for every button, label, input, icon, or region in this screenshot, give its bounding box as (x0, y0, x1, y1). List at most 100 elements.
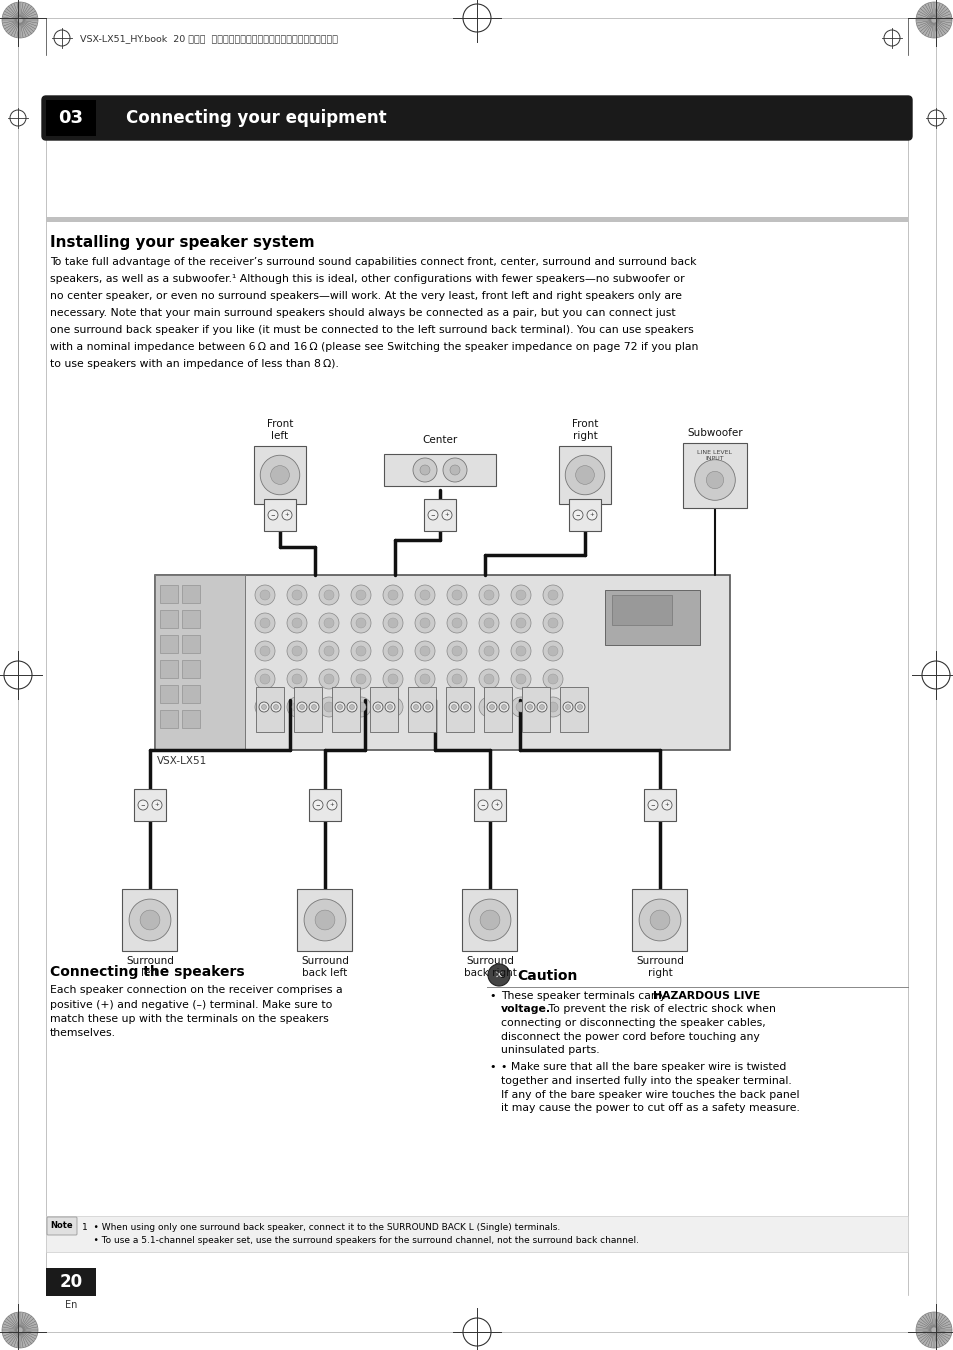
Text: together and inserted fully into the speaker terminal.: together and inserted fully into the spe… (500, 1076, 791, 1085)
Bar (521, 687, 550, 732)
Circle shape (419, 647, 430, 656)
Text: En: En (65, 1300, 77, 1310)
Bar (160, 710, 178, 728)
Circle shape (138, 801, 148, 810)
Circle shape (415, 641, 435, 662)
Text: Center: Center (422, 435, 457, 446)
Text: +: + (154, 802, 159, 807)
Circle shape (292, 590, 302, 599)
Text: voltage.: voltage. (500, 1004, 551, 1014)
Circle shape (271, 702, 281, 711)
Circle shape (452, 618, 461, 628)
Circle shape (254, 670, 274, 688)
Circle shape (415, 670, 435, 688)
Circle shape (647, 801, 658, 810)
Circle shape (915, 1, 951, 38)
Circle shape (287, 585, 307, 605)
Bar (182, 585, 200, 603)
Text: connecting or disconnecting the speaker cables,: connecting or disconnecting the speaker … (500, 1018, 765, 1027)
Text: Surround
left: Surround left (126, 956, 173, 977)
Text: Each speaker connection on the receiver comprises a: Each speaker connection on the receiver … (50, 986, 342, 995)
Circle shape (292, 702, 302, 711)
Text: no center speaker, or even no surround speakers—will work. At the very least, fr: no center speaker, or even no surround s… (50, 292, 681, 301)
Text: −: − (315, 802, 320, 807)
Circle shape (347, 702, 356, 711)
Circle shape (351, 670, 371, 688)
Circle shape (351, 641, 371, 662)
Circle shape (564, 455, 604, 494)
Circle shape (419, 590, 430, 599)
Text: speakers, as well as a subwoofer.¹ Although this is ideal, other configurations : speakers, as well as a subwoofer.¹ Altho… (50, 274, 684, 284)
Text: −: − (271, 513, 275, 517)
Bar (483, 687, 512, 732)
Circle shape (274, 705, 278, 710)
Bar (160, 634, 178, 653)
Circle shape (292, 674, 302, 684)
Circle shape (447, 585, 467, 605)
Circle shape (415, 697, 435, 717)
Circle shape (140, 910, 160, 930)
Bar (559, 687, 587, 732)
Circle shape (304, 899, 346, 941)
Circle shape (318, 585, 338, 605)
Circle shape (419, 464, 430, 475)
Circle shape (373, 702, 382, 711)
Circle shape (511, 670, 531, 688)
Text: −: − (650, 802, 655, 807)
Circle shape (271, 466, 289, 485)
Text: −: − (430, 513, 435, 517)
FancyBboxPatch shape (47, 1216, 77, 1235)
Circle shape (542, 613, 562, 633)
Bar (122, 890, 177, 950)
Text: Caution: Caution (517, 969, 577, 983)
Bar (264, 500, 295, 531)
Text: If any of the bare speaker wire touches the back panel: If any of the bare speaker wire touches … (500, 1089, 799, 1099)
Bar (182, 634, 200, 653)
Circle shape (261, 705, 266, 710)
Text: VSX-LX51_HY.book  20 ページ  ２００８年４月１６日　水曜日　午後４晎３９分: VSX-LX51_HY.book 20 ページ ２００８年４月１６日 水曜日 午… (80, 35, 337, 43)
Text: Surround
back right: Surround back right (463, 956, 516, 977)
Circle shape (452, 702, 461, 711)
Circle shape (324, 674, 334, 684)
Text: To take full advantage of the receiver’s surround sound capabilities connect fro: To take full advantage of the receiver’s… (50, 256, 696, 267)
Bar (182, 610, 200, 628)
Circle shape (447, 613, 467, 633)
Circle shape (451, 705, 456, 710)
Bar (384, 454, 496, 486)
Circle shape (388, 674, 397, 684)
Text: HAZARDOUS LIVE: HAZARDOUS LIVE (652, 991, 760, 1000)
Circle shape (324, 590, 334, 599)
Text: Subwoofer: Subwoofer (686, 428, 742, 437)
Bar (408, 687, 436, 732)
Circle shape (129, 899, 171, 941)
Circle shape (287, 641, 307, 662)
Circle shape (296, 702, 307, 711)
Circle shape (318, 670, 338, 688)
Circle shape (524, 702, 535, 711)
Circle shape (483, 590, 494, 599)
Bar (612, 595, 671, 625)
Circle shape (324, 702, 334, 711)
Circle shape (511, 613, 531, 633)
Circle shape (447, 670, 467, 688)
Bar (46, 217, 907, 221)
Circle shape (268, 510, 277, 520)
Circle shape (385, 702, 395, 711)
Bar (46, 1216, 907, 1251)
Circle shape (565, 705, 570, 710)
Bar (160, 585, 178, 603)
Circle shape (382, 697, 402, 717)
Circle shape (324, 647, 334, 656)
Text: one surround back speaker if you like (it must be connected to the left surround: one surround back speaker if you like (i… (50, 325, 693, 335)
Circle shape (479, 910, 499, 930)
Text: it may cause the power to cut off as a safety measure.: it may cause the power to cut off as a s… (500, 1103, 799, 1112)
Circle shape (573, 510, 582, 520)
Text: Surround
right: Surround right (636, 956, 683, 977)
Circle shape (312, 705, 316, 710)
Circle shape (486, 702, 497, 711)
Circle shape (387, 705, 392, 710)
Circle shape (511, 697, 531, 717)
Circle shape (419, 702, 430, 711)
Circle shape (447, 641, 467, 662)
Bar (133, 788, 166, 821)
